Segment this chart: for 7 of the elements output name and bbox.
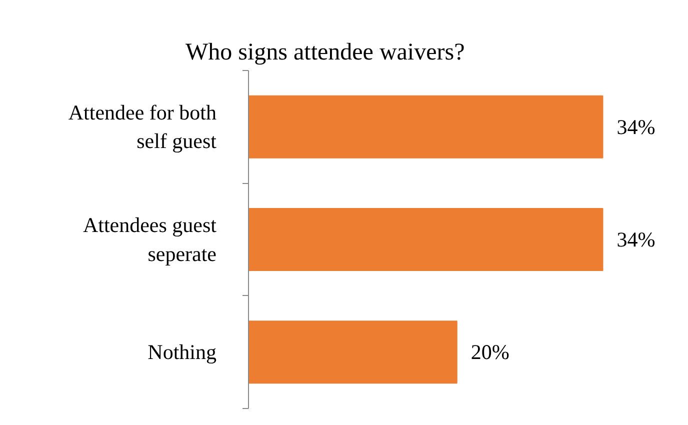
y-tick-label: Nothing: [148, 340, 217, 364]
data-label: 34%: [616, 114, 656, 139]
data-label: 20%: [470, 340, 510, 364]
y-tick-label: Attendee for both self guest: [68, 100, 217, 154]
y-tick-label: Attendees guest seperate: [82, 213, 217, 266]
data-label: 34%: [616, 228, 656, 252]
chart-title: Who signs attendee waivers?: [186, 40, 465, 66]
